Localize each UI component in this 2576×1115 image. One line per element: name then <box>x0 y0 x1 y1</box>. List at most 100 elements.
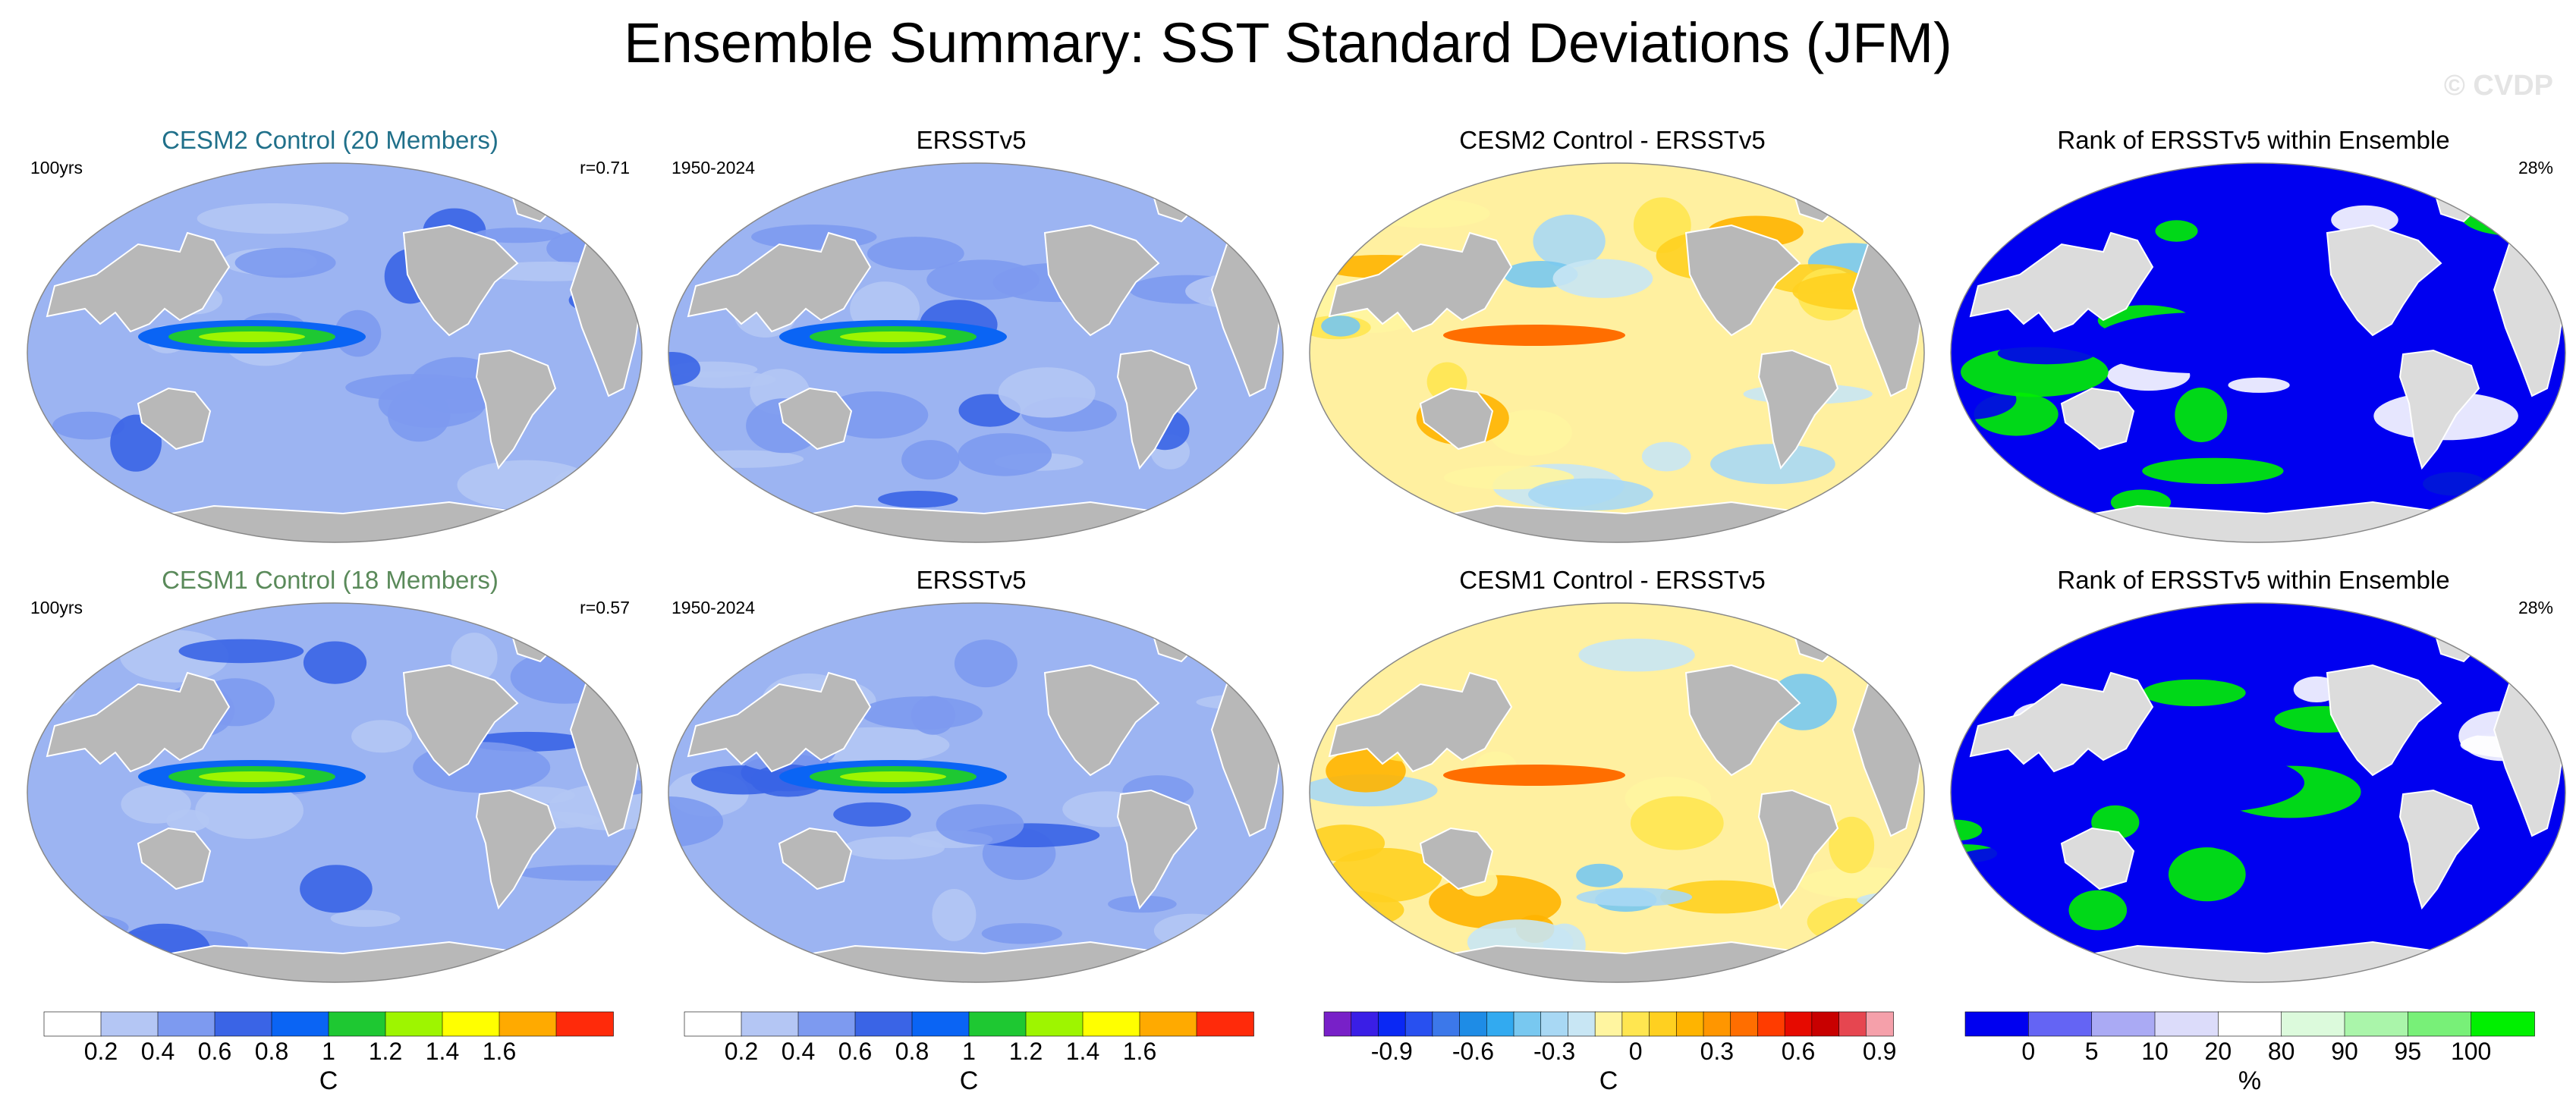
colorbar-unit-label: C <box>959 1066 979 1095</box>
colorbar-swatch <box>1621 1011 1650 1037</box>
map-outline <box>1950 162 2566 543</box>
field-contour <box>1533 214 1606 268</box>
colorbar-tick-label: 20 <box>2204 1038 2232 1065</box>
robinson-map <box>668 162 1284 543</box>
land-mask <box>687 231 872 333</box>
land-mask <box>2398 789 2480 910</box>
colorbar-swatches <box>1964 1011 2535 1037</box>
field-contour <box>300 865 373 913</box>
colorbar-tick-label: 95 <box>2394 1038 2422 1065</box>
colorbar-swatch <box>2091 1011 2156 1037</box>
field-contour <box>2198 822 2298 853</box>
field-contour <box>330 909 401 927</box>
field-contour <box>954 639 1018 688</box>
field-contour <box>668 796 724 847</box>
field-contour <box>2296 390 2341 422</box>
land-mask <box>2060 827 2135 890</box>
field-contour <box>878 491 958 508</box>
colorbar-tick-label: -0.6 <box>1452 1038 1494 1065</box>
field-contour <box>2228 377 2290 393</box>
enso-band <box>1443 325 1625 346</box>
colorbar-swatch <box>1025 1011 1084 1037</box>
map-outline <box>1309 162 1925 543</box>
field-contour <box>27 447 73 498</box>
field-contour <box>1489 410 1572 456</box>
robinson-map <box>1950 602 2566 983</box>
land-mask <box>46 671 231 773</box>
colorbar-swatch <box>1513 1011 1542 1037</box>
field-contour <box>2225 732 2343 750</box>
robinson-map <box>1950 162 2566 543</box>
land-mask <box>1757 789 1839 910</box>
field-contour <box>457 460 596 510</box>
panel-period-label: 100yrs <box>30 158 83 177</box>
colorbar-swatch <box>968 1011 1027 1037</box>
panel-period-label: 100yrs <box>30 598 83 617</box>
colorbar-swatch <box>2218 1011 2282 1037</box>
panel-title: ERSSTv5 <box>916 566 1027 594</box>
field-contour <box>958 433 1052 476</box>
figure-title: Ensemble Summary: SST Standard Deviation… <box>624 11 1952 74</box>
colorbar-tick-label: 0.6 <box>1781 1038 1816 1065</box>
enso-band <box>840 331 946 342</box>
field-contour <box>1321 316 1360 337</box>
map-panel: CESM1 Control - ERSSTv5 <box>1297 561 1927 986</box>
field-contour <box>1799 867 1924 899</box>
enso-band <box>199 331 305 342</box>
colorbar-tick-label: 0.8 <box>895 1038 929 1065</box>
land-mask <box>2060 387 2135 451</box>
colorbar-swatch <box>442 1011 500 1037</box>
colorbar-swatch <box>328 1011 386 1037</box>
field-contour <box>195 782 304 839</box>
colorbar-tick-label: 0.2 <box>724 1038 759 1065</box>
colorbar-tick-label: 0.6 <box>197 1038 232 1065</box>
panel-stat-label: 28% <box>2518 158 2553 177</box>
map-outline <box>1309 602 1925 983</box>
map-panel: Rank of ERSSTv5 within Ensemble 28% <box>1939 561 2568 986</box>
field-contour <box>1630 796 1724 850</box>
colorbar-swatch <box>1323 1011 1352 1037</box>
colorbar-unit-label: C <box>319 1066 338 1095</box>
land-mask <box>1328 671 1513 773</box>
colorbar-swatch <box>1378 1011 1406 1037</box>
colorbar-swatch <box>1964 1011 2030 1037</box>
map-panel: ERSSTv5 1950-2024 <box>656 561 1286 986</box>
colorbar-swatch <box>555 1011 614 1037</box>
field-contour <box>936 804 1024 845</box>
ocean-field <box>668 163 1283 542</box>
colorbar-tick-label: 1.6 <box>482 1038 517 1065</box>
field-contour <box>1660 880 1783 914</box>
field-contour <box>110 414 162 472</box>
map-panel: ERSSTv5 1950-2024 <box>656 121 1286 546</box>
colorbar-diff: -0.9 -0.6 -0.3 0 0.3 0.6 0.9 C <box>1323 1011 1897 1095</box>
colorbar-swatch <box>43 1011 102 1037</box>
field-contour <box>1153 913 1231 948</box>
robinson-map <box>1309 162 1925 543</box>
land-mask <box>1328 231 1513 333</box>
colorbar-tick-label: 0.9 <box>1862 1038 1897 1065</box>
panel-stat-label: r=0.71 <box>580 158 630 177</box>
land-mask <box>1684 224 1801 337</box>
colorbar-swatch <box>1865 1011 1894 1037</box>
colorbar-swatch <box>1540 1011 1569 1037</box>
field-contour <box>981 923 1062 944</box>
field-contour <box>2031 451 2071 483</box>
field-contour <box>2379 451 2484 507</box>
field-contour <box>351 720 413 753</box>
colorbar-tick-label: 1.4 <box>425 1038 460 1065</box>
field-contour <box>1528 478 1653 511</box>
field-contour <box>1710 444 1835 485</box>
colorbar-tick-label: 1.4 <box>1065 1038 1100 1065</box>
field-contour <box>2175 388 2228 442</box>
field-contour <box>197 203 349 234</box>
colorbar-tick-label: 1 <box>962 1038 976 1065</box>
colorbar-tick-label: 80 <box>2267 1038 2295 1065</box>
colorbar-swatch <box>684 1011 742 1037</box>
field-contour <box>1641 441 1691 472</box>
map-panel: CESM2 Control - ERSSTv5 <box>1297 121 1927 546</box>
field-contour <box>860 696 983 730</box>
colorbar-swatch <box>1351 1011 1379 1037</box>
field-contour <box>1956 778 2077 799</box>
field-contour <box>2142 457 2284 485</box>
colorbar-tick-label: 0.8 <box>254 1038 289 1065</box>
